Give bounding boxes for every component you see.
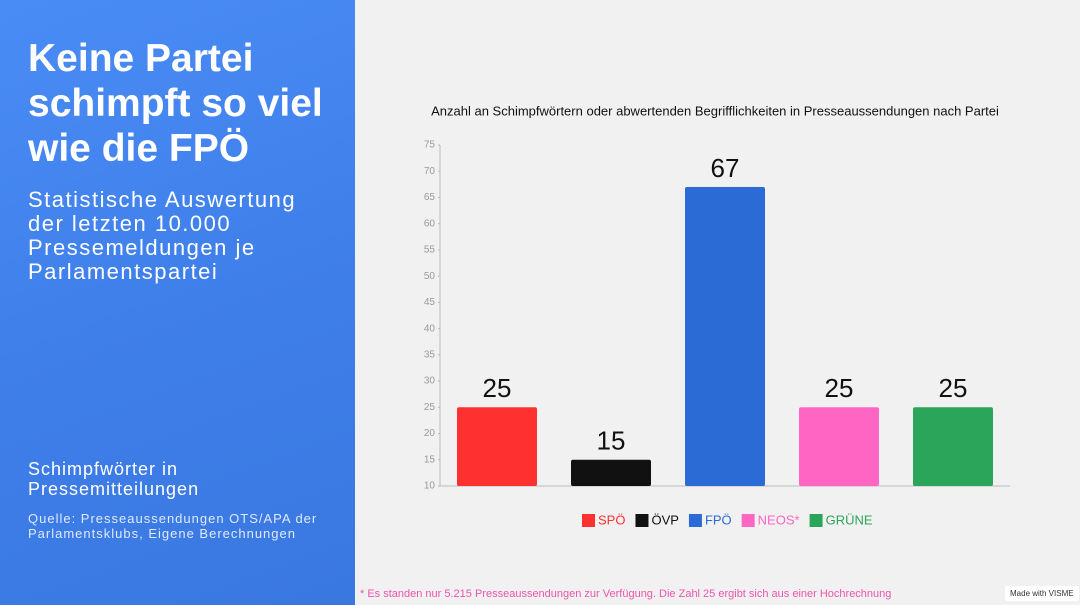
y-tick-label: 10 xyxy=(424,481,436,492)
legend-label: GRÜNE xyxy=(826,512,873,527)
bar xyxy=(913,407,993,486)
legend-label: SPÖ xyxy=(598,512,625,527)
y-tick-label: 45 xyxy=(424,297,436,308)
y-tick-label: 40 xyxy=(424,323,436,334)
bar xyxy=(457,407,537,486)
source: Quelle: Presseaussendungen OTS/APA der P… xyxy=(28,511,318,541)
legend-swatch xyxy=(741,514,755,527)
legend-swatch xyxy=(635,514,649,527)
y-tick-label: 30 xyxy=(424,376,436,387)
chart-title: Anzahl an Schimpfwörtern oder abwertende… xyxy=(431,103,999,118)
bar xyxy=(571,459,651,486)
legend-label: NEOS* xyxy=(758,512,800,527)
y-tick-label: 60 xyxy=(424,218,436,229)
y-tick-label: 15 xyxy=(424,454,436,465)
legend-label: FPÖ xyxy=(705,512,732,527)
value-label: 25 xyxy=(939,373,968,403)
badge[interactable]: Made with VISME xyxy=(1005,586,1079,601)
section-title: Schimpfwörter in Pressemitteilungen xyxy=(28,459,200,499)
y-tick-label: 50 xyxy=(424,271,436,282)
sidebar: Keine Partei schimpft so viel wie die FP… xyxy=(0,0,355,605)
value-label: 15 xyxy=(597,426,626,456)
footnote: * Es standen nur 5.215 Presseaussendunge… xyxy=(360,588,892,600)
legend-swatch xyxy=(582,514,595,527)
y-tick-label: 25 xyxy=(424,402,436,413)
subtitle: Statistische Auswertung der letzten 10.0… xyxy=(28,187,297,284)
bar xyxy=(685,186,765,486)
y-tick-label: 65 xyxy=(424,192,436,203)
y-tick-label: 75 xyxy=(424,140,436,151)
value-label: 25 xyxy=(483,373,512,403)
legend-label: ÖVP xyxy=(651,512,678,527)
value-label: 25 xyxy=(825,373,854,403)
y-tick-label: 55 xyxy=(424,245,436,256)
headline: Keine Partei schimpft so viel wie die FP… xyxy=(28,37,323,170)
y-tick-label: 20 xyxy=(424,428,436,439)
legend-swatch xyxy=(688,514,702,527)
value-label: 67 xyxy=(711,153,740,183)
legend-swatch xyxy=(809,514,823,527)
bar xyxy=(799,407,879,486)
y-tick-label: 70 xyxy=(424,166,436,177)
y-tick-label: 35 xyxy=(424,349,436,360)
chart: Anzahl an Schimpfwörtern oder abwertende… xyxy=(424,103,1010,527)
